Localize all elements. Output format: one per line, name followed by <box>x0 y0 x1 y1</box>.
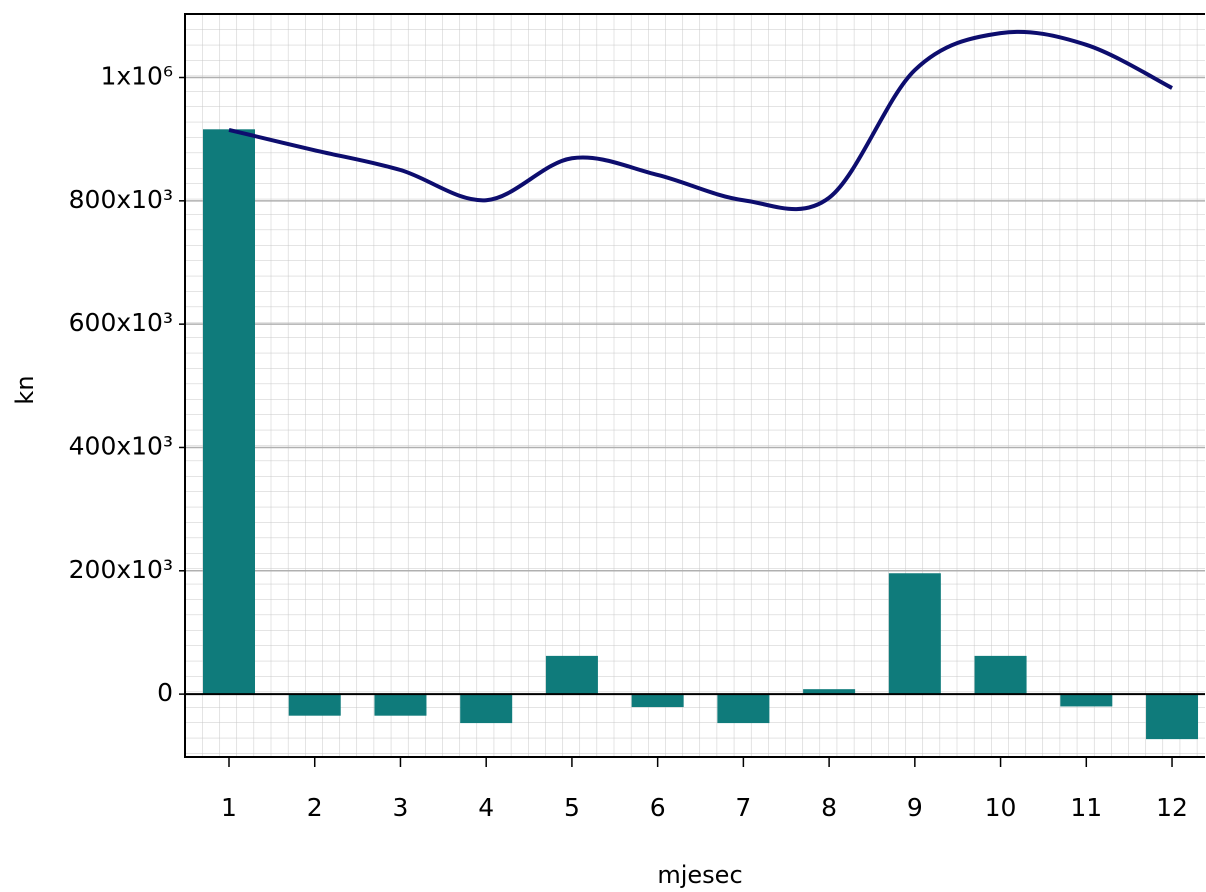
x-tick-label: 9 <box>907 793 923 822</box>
x-axis-label: mjesec <box>657 861 742 889</box>
y-tick-label: 0 <box>157 678 173 707</box>
x-tick-label: 5 <box>564 793 580 822</box>
chart: mjesec kn 0 200x10³ 400x10³ 600x10³ 800x10³ 1… <box>0 0 1206 892</box>
x-tick-label: 1 <box>221 793 237 822</box>
bar <box>1060 694 1112 706</box>
bar <box>717 694 769 723</box>
plot-background <box>185 14 1205 757</box>
x-tick-label: 2 <box>307 793 323 822</box>
bar <box>374 694 426 716</box>
y-tick-label: 200x10³ <box>69 555 173 584</box>
bar <box>546 656 598 694</box>
bar <box>289 694 341 716</box>
bar <box>889 573 941 694</box>
bar <box>203 129 255 694</box>
y-tick-label: 400x10³ <box>69 431 173 460</box>
bar <box>632 694 684 707</box>
bar <box>975 656 1027 694</box>
y-axis-label: kn <box>11 375 39 404</box>
x-tick-label: 6 <box>650 793 666 822</box>
x-tick-label: 12 <box>1156 793 1188 822</box>
y-tick-label: 1x10⁶ <box>100 62 173 91</box>
x-tick-label: 4 <box>478 793 494 822</box>
bar <box>460 694 512 723</box>
y-tick-label: 800x10³ <box>69 185 173 214</box>
x-tick-label: 11 <box>1070 793 1102 822</box>
bar <box>1146 694 1198 739</box>
x-tick-label: 8 <box>821 793 837 822</box>
x-tick-label: 3 <box>393 793 409 822</box>
x-tick-label: 10 <box>985 793 1017 822</box>
y-tick-label: 600x10³ <box>69 308 173 337</box>
x-tick-label: 7 <box>735 793 751 822</box>
